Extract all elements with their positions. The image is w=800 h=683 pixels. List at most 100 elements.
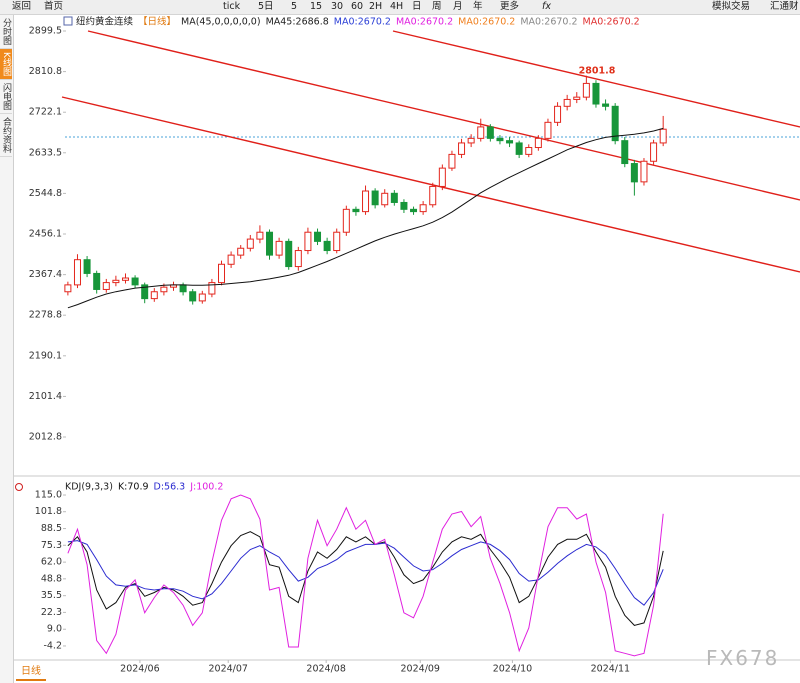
candle-body bbox=[121, 277, 129, 281]
candle-body bbox=[410, 208, 418, 213]
period-button[interactable]: 月 bbox=[453, 1, 463, 12]
bottom-tab[interactable]: 日线 bbox=[16, 664, 46, 681]
candle-body bbox=[362, 190, 370, 213]
candle-body bbox=[323, 240, 331, 252]
kdj-line bbox=[67, 540, 664, 606]
candle-body bbox=[534, 137, 542, 149]
period-button[interactable]: 日 bbox=[412, 1, 422, 12]
side-tab[interactable]: 分时图 bbox=[0, 15, 12, 49]
candle-body bbox=[400, 201, 408, 210]
legend-entry: MA0:2670.2 bbox=[458, 17, 515, 28]
chart-title: 纽约黄金连续 bbox=[76, 16, 134, 28]
legend-entry: D:56.3 bbox=[154, 482, 186, 493]
candle-body bbox=[227, 254, 235, 265]
y-tick-label: 2367.4 bbox=[29, 269, 62, 280]
candle-body bbox=[304, 231, 312, 252]
x-tick-label: 2024/08 bbox=[306, 664, 345, 675]
legend-entry: MA(45,0,0,0,0,0) bbox=[181, 17, 261, 28]
candle-body bbox=[602, 103, 610, 107]
trend-line bbox=[61, 96, 800, 273]
side-tab[interactable]: K线图 bbox=[0, 49, 12, 80]
period-button[interactable]: tick bbox=[223, 1, 241, 12]
y-tick-label: 2456.1 bbox=[29, 229, 62, 240]
chart-title: KDJ(9,3,3) bbox=[65, 482, 113, 493]
y-tick-label: 2190.1 bbox=[29, 350, 62, 361]
legend-entry: MA0:2670.2 bbox=[334, 17, 391, 28]
candle-body bbox=[102, 282, 110, 290]
candle-body bbox=[371, 190, 379, 206]
legend-entry: MA0:2670.2 bbox=[396, 17, 453, 28]
candle-body bbox=[64, 284, 72, 293]
candle-body bbox=[496, 137, 504, 142]
more-button[interactable]: 更多 bbox=[500, 1, 520, 12]
period-button[interactable]: 4H bbox=[390, 1, 404, 12]
candle-body bbox=[381, 192, 389, 206]
candle-body bbox=[506, 140, 514, 144]
candle-body bbox=[611, 105, 619, 142]
candle-body bbox=[208, 282, 216, 295]
candle-body bbox=[285, 240, 293, 268]
trend-line bbox=[87, 30, 800, 201]
formula-button[interactable]: fx bbox=[542, 1, 551, 12]
period-label: 【日线】 bbox=[138, 16, 176, 28]
candle-body bbox=[131, 277, 139, 286]
candle-body bbox=[333, 231, 341, 252]
candle-body bbox=[189, 291, 197, 302]
side-tab[interactable]: 合约资料 bbox=[0, 114, 12, 157]
candle-body bbox=[630, 163, 638, 183]
candle-body bbox=[352, 208, 360, 213]
back-button[interactable]: 返回 bbox=[12, 1, 32, 12]
home-button[interactable]: 首页 bbox=[44, 1, 64, 12]
candle-body bbox=[563, 98, 571, 107]
period-button[interactable]: 60 bbox=[351, 1, 364, 12]
period-button[interactable]: 15 bbox=[310, 1, 323, 12]
candle-body bbox=[544, 121, 552, 139]
period-button[interactable]: 周 bbox=[432, 1, 442, 12]
period-button[interactable]: 5 bbox=[291, 1, 298, 12]
candle-body bbox=[294, 250, 302, 268]
y-tick-label: -4.2 bbox=[43, 640, 62, 651]
candle-body bbox=[218, 263, 226, 284]
period-button[interactable]: 5日 bbox=[258, 1, 274, 12]
side-tab[interactable]: 闪电图 bbox=[0, 80, 12, 114]
period-button[interactable]: 2H bbox=[369, 1, 383, 12]
toolbar: 返回 首页 tick 5日 5 15 30 60 2H 4H 日 周 月 年 更… bbox=[0, 0, 800, 15]
candle-body bbox=[554, 105, 562, 123]
candle-body bbox=[592, 82, 600, 105]
trend-line bbox=[392, 30, 800, 128]
legend-icon bbox=[63, 16, 73, 26]
y-tick-label: 2899.5 bbox=[29, 25, 62, 36]
candle-body bbox=[477, 126, 485, 139]
period-button[interactable]: 30 bbox=[331, 1, 344, 12]
x-tick-label: 2024/11 bbox=[591, 664, 630, 675]
brand-button[interactable]: 汇通财 bbox=[770, 1, 799, 12]
candle-body bbox=[141, 284, 149, 300]
side-tabs: 分时图 K线图 闪电图 合约资料 bbox=[0, 15, 14, 683]
candle-body bbox=[93, 272, 101, 290]
y-tick-label: 35.5 bbox=[41, 590, 62, 601]
candle-body bbox=[429, 185, 437, 206]
period-button[interactable]: 年 bbox=[473, 1, 483, 12]
y-tick-label: 115.0 bbox=[35, 490, 62, 501]
candle-body bbox=[650, 142, 658, 162]
ma-line bbox=[67, 127, 664, 309]
candle-body bbox=[275, 240, 283, 256]
trade-button[interactable]: 模拟交易 bbox=[712, 1, 751, 12]
candle-body bbox=[458, 142, 466, 155]
candle-body bbox=[314, 231, 322, 242]
y-tick-label: 88.5 bbox=[41, 523, 62, 534]
candle-body bbox=[246, 238, 254, 249]
legend-entry: MA0:2670.2 bbox=[583, 17, 640, 28]
candle-body bbox=[640, 160, 648, 183]
kdj-line bbox=[67, 531, 664, 626]
candle-body bbox=[256, 231, 264, 240]
legend-entry: MA45:2686.8 bbox=[266, 17, 329, 28]
candle-body bbox=[438, 167, 446, 187]
candle-body bbox=[237, 247, 245, 256]
y-tick-label: 2544.8 bbox=[29, 188, 62, 199]
candle-body bbox=[582, 82, 590, 98]
x-tick-label: 2024/06 bbox=[120, 664, 159, 675]
candle-body bbox=[467, 137, 475, 144]
watermark: FX678 bbox=[706, 646, 780, 670]
